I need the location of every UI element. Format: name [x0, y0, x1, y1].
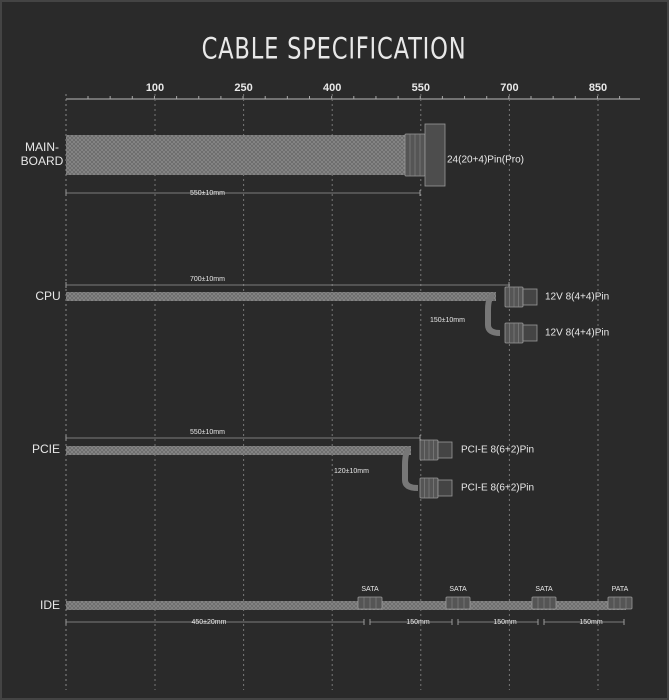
label: SATA [361, 586, 379, 593]
label: BOARD [21, 154, 64, 168]
connector [424, 123, 446, 187]
label: PCIE [32, 442, 60, 456]
label: 150±10mm [430, 317, 465, 324]
cable [485, 293, 501, 336]
tick-label: 550 [412, 82, 430, 94]
tick-label: 700 [500, 82, 518, 94]
label: PATA [612, 586, 629, 593]
label: PCI-E 8(6+2)Pin [461, 483, 534, 494]
tick-label: 850 [589, 82, 607, 94]
label: 700±10mm [190, 276, 225, 283]
label: 12V 8(4+4)Pin [545, 328, 609, 339]
label: 150mm [579, 619, 603, 626]
cable [66, 446, 411, 455]
label: MAIN- [25, 140, 59, 154]
label: CPU [35, 289, 60, 303]
label: 150mm [493, 619, 517, 626]
title: CABLE SPECIFICATION [202, 33, 467, 66]
cable [402, 447, 419, 491]
label: 550±10mm [190, 429, 225, 436]
label: SATA [535, 586, 553, 593]
label: 150mm [406, 619, 430, 626]
tick-label: 250 [234, 82, 252, 94]
label: 24(20+4)Pin(Pro) [447, 155, 524, 166]
cable [66, 135, 411, 175]
label: 120±10mm [334, 468, 369, 475]
label: SATA [449, 586, 467, 593]
label: 12V 8(4+4)Pin [545, 292, 609, 303]
label: IDE [40, 598, 60, 612]
label: 450±20mm [192, 619, 227, 626]
cable [66, 601, 626, 610]
connector [522, 288, 538, 306]
connector [437, 441, 453, 459]
connector [522, 324, 538, 342]
tick-label: 100 [146, 82, 164, 94]
connector [437, 479, 453, 497]
label: 550±10mm [190, 190, 225, 197]
tick-label: 400 [323, 82, 341, 94]
label: PCI-E 8(6+2)Pin [461, 445, 534, 456]
cable [66, 292, 496, 301]
